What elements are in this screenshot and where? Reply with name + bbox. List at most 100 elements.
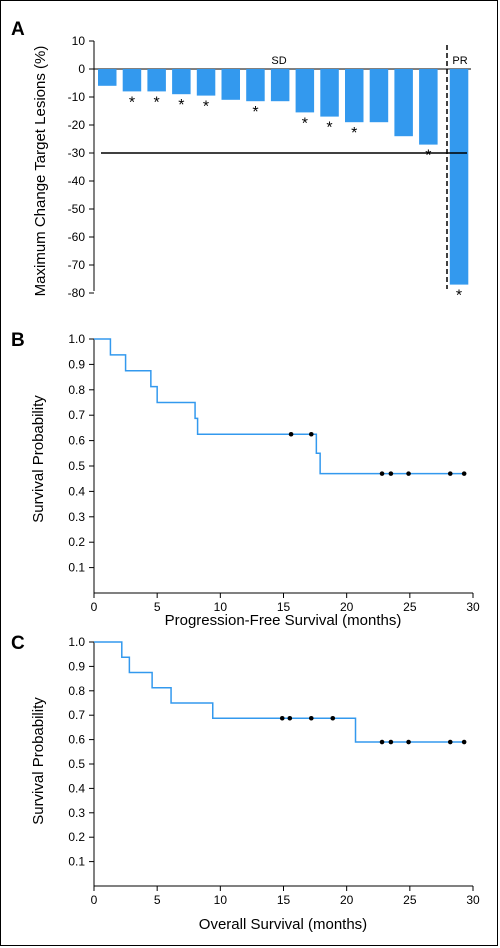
bar: [98, 69, 117, 86]
censor-mark: [287, 715, 293, 721]
y-tick-label-a: -60: [68, 230, 86, 244]
asterisk-marker: *: [456, 288, 462, 305]
asterisk-marker: *: [203, 99, 209, 116]
asterisk-marker: *: [351, 125, 357, 142]
bar: [449, 69, 469, 285]
panel-a: A Maximum Change Target Lesions (%) 10 0 -…: [11, 19, 471, 305]
asterisk-marker: *: [154, 94, 160, 111]
y-tick-label: 0.1: [68, 855, 85, 869]
x-tick-label: 0: [91, 600, 98, 614]
y-ticks-a: 10 0 -10 -20 -30 -40 -50 -60 -70 -80: [68, 34, 94, 300]
bar: [221, 69, 240, 100]
y-tick-label: 1.0: [68, 635, 85, 649]
bar: [147, 69, 166, 92]
bar: [345, 69, 364, 123]
y-tick-label: 0.6: [68, 434, 85, 448]
x-tick-label: 0: [91, 893, 98, 907]
y-tick-label-a: -10: [68, 90, 86, 104]
x-tick-label: 15: [277, 893, 291, 907]
censor-mark: [330, 715, 336, 721]
panel-c: C Survival Probability Overall Survival …: [11, 633, 480, 933]
panel-label-c: C: [11, 633, 25, 654]
x-tick-label: 10: [214, 893, 228, 907]
axes-c: 0.1 0.2 0.3 0.4 0.5 0.6 0.7 0.8 0.9 1.0 0 5 10 15 20 25…: [68, 635, 480, 907]
y-tick-label-a: -70: [68, 258, 86, 272]
x-tick-label: 20: [340, 893, 354, 907]
y-tick-label: 1.0: [68, 332, 85, 346]
axes-b: 0.1 0.2 0.3 0.4 0.5 0.6 0.7 0.8 0.9 1.0 0 5 10 15 20 25…: [68, 332, 480, 614]
y-tick-label-a: -20: [68, 118, 86, 132]
bar: [122, 69, 142, 92]
asterisk-marker: *: [302, 115, 308, 132]
asterisk-marker: *: [425, 148, 431, 165]
censor-mark: [388, 471, 394, 476]
y-tick-label: 0.7: [68, 708, 85, 722]
censor-mark: [288, 431, 294, 437]
bar: [295, 69, 315, 113]
censor-mark: [447, 739, 453, 745]
y-tick-label: 0.8: [68, 684, 85, 698]
y-tick-label: 0.7: [68, 408, 85, 422]
y-tick-label-a: -80: [68, 286, 86, 300]
panel-b: B Survival Probability Progression-Free …: [11, 330, 480, 629]
x-tick-label: 20: [340, 600, 354, 614]
y-tick-label: 0.2: [68, 830, 85, 844]
x-tick-label: 5: [154, 600, 161, 614]
bar: [320, 69, 339, 117]
x-tick-label: 30: [466, 600, 480, 614]
y-tick-label: 0.9: [68, 659, 85, 673]
y-tick-label: 0.5: [68, 459, 85, 473]
y-tick-label-a: -50: [68, 202, 86, 216]
panel-label-a: A: [11, 19, 25, 40]
y-tick-label: 0.8: [68, 383, 85, 397]
bar: [270, 69, 290, 102]
y-tick-label: 0.4: [68, 781, 85, 795]
panel-label-b: B: [11, 330, 25, 351]
y-tick-label: 0.1: [68, 561, 85, 575]
bar: [394, 69, 413, 137]
censor-mark: [461, 739, 467, 745]
asterisks-a: * * * * * * * * * *: [129, 94, 462, 304]
y-tick-label-a: -40: [68, 174, 86, 188]
censor-mark: [379, 471, 385, 476]
km-curve-c: [94, 641, 465, 743]
bar: [369, 69, 389, 123]
x-tick-label: 30: [466, 893, 480, 907]
y-tick-label: 0.3: [68, 806, 85, 820]
x-tick-label: 5: [154, 893, 161, 907]
censor-mark: [406, 739, 411, 745]
asterisk-marker: *: [129, 94, 135, 111]
y-tick-label: 0.6: [68, 733, 85, 747]
x-tick-label: 10: [214, 600, 228, 614]
censor-marks-b: [288, 431, 467, 476]
censor-mark: [279, 715, 285, 721]
km-curve-b: [94, 338, 465, 475]
asterisk-marker: *: [252, 104, 258, 121]
censor-mark: [308, 431, 314, 437]
censor-marks-c: [279, 715, 467, 745]
bar: [172, 69, 191, 95]
y-tick-label: 0.2: [68, 535, 85, 549]
y-axis-label-a: Maximum Change Target Lesions (%): [32, 46, 49, 297]
asterisk-marker: *: [326, 120, 332, 137]
x-tick-label: 15: [277, 600, 291, 614]
y-axis-label-b: Survival Probability: [30, 395, 47, 523]
y-tick-label-a: 10: [72, 34, 86, 48]
bar: [246, 69, 265, 102]
censor-mark: [406, 471, 411, 476]
y-tick-label-a: 0: [78, 62, 85, 76]
bars-a: [98, 69, 469, 285]
group-label-pr: PR: [452, 55, 467, 67]
group-label-sd: SD: [271, 55, 286, 67]
y-tick-label-a: -30: [68, 146, 86, 160]
y-tick-label: 0.3: [68, 510, 85, 524]
y-tick-label: 0.4: [68, 484, 85, 498]
censor-mark: [379, 739, 385, 745]
asterisk-marker: *: [178, 97, 184, 114]
bar: [419, 69, 438, 145]
y-tick-label: 0.9: [68, 357, 85, 371]
y-tick-label: 0.5: [68, 757, 85, 771]
censor-mark: [461, 471, 467, 476]
